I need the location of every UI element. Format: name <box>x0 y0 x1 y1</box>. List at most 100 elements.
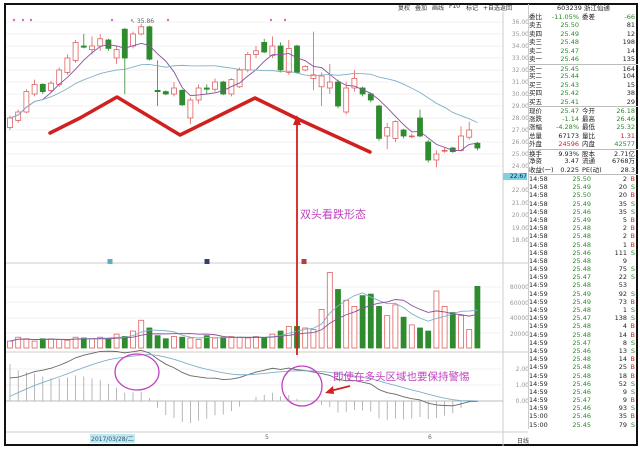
tick-volume: 93 <box>618 404 627 413</box>
tick-volume: 2 <box>622 232 627 241</box>
quote-row: 买五 25.41 29 <box>529 98 638 107</box>
tick-row: 14:58 25.46 111 S <box>529 249 638 257</box>
signal-marker <box>107 259 113 264</box>
macd-dif-line <box>9 349 478 407</box>
volume-ma5-line <box>9 292 478 342</box>
candle-body <box>244 54 251 71</box>
signal-marker <box>301 259 307 264</box>
quote-row: 净资 3.47 流通 6768万 <box>529 157 638 166</box>
tick-row: 14:58 25.50 20 B <box>529 191 638 199</box>
quote-value: 25.47 <box>560 107 579 115</box>
tick-volume: 22 <box>618 273 627 282</box>
quote-value: 42577 <box>614 140 635 148</box>
tick-volume: 111 <box>614 248 627 257</box>
date-label: 2017/03/28/二 <box>90 434 135 443</box>
tick-side: B <box>630 322 635 331</box>
candle-body <box>253 50 259 55</box>
tick-price: 25.46 <box>572 387 591 396</box>
quote-value: 0.225 <box>560 165 579 174</box>
price-tick-label: 35.00 <box>511 31 529 38</box>
tick-price: 25.46 <box>572 379 591 388</box>
tick-price: 25.49 <box>572 199 591 208</box>
quote-value: 67173 <box>558 131 579 140</box>
volume-bar <box>97 336 104 349</box>
ma5-line <box>9 42 478 151</box>
toolbar-button-2[interactable]: 画线 <box>432 5 445 12</box>
tick-time: 14:59 <box>529 338 548 347</box>
candle-body <box>408 135 415 138</box>
tick-volume: 8 <box>622 338 627 347</box>
volume-bar <box>277 330 284 349</box>
tick-time: 14:58 <box>529 183 548 192</box>
quote-label: 卖五 <box>529 21 542 29</box>
price-tick-label: 18.00 <box>511 237 529 244</box>
price-tick-label: 26.00 <box>511 139 529 146</box>
volume-bar <box>359 295 366 349</box>
tick-time: 14:58 <box>529 256 548 265</box>
candle-body <box>236 69 243 88</box>
quote-value: -11.05% <box>551 12 579 21</box>
tick-price: 25.48 <box>572 322 591 331</box>
double-top-line <box>48 95 372 154</box>
volume-bar <box>302 327 309 349</box>
tick-volume: 5 <box>622 215 627 224</box>
tick-price: 25.48 <box>572 256 591 265</box>
macd-tick-label: 2.00 <box>515 366 529 373</box>
tick-price: 25.50 <box>572 175 591 183</box>
candle-body <box>179 90 186 106</box>
tick-list[interactable]: 14:58 25.50 2 B 14:58 25.49 20 S 14:58 25.50 20 B 14… <box>529 174 638 429</box>
tick-row: 14:58 25.49 20 S <box>529 183 638 191</box>
toolbar-button-4[interactable]: 标记 <box>466 5 479 12</box>
volume-bar <box>64 339 71 349</box>
price-tick-label: 34.00 <box>511 43 529 50</box>
quote-value: 25.48 <box>560 38 579 46</box>
quote-value: 2.71亿 <box>614 149 635 158</box>
quote-value: 135 <box>622 55 635 63</box>
quote-label: 净资 <box>529 157 542 165</box>
tick-time: 14:59 <box>529 371 548 380</box>
price-tick-label: 19.00 <box>511 224 529 232</box>
tick-side: B <box>630 330 635 339</box>
volume-bar <box>244 337 251 349</box>
toolbar-button-1[interactable]: 叠加 <box>415 5 428 12</box>
arrow-up-icon <box>293 115 301 125</box>
volume-bar <box>23 338 30 349</box>
tick-volume: 1 <box>622 240 627 249</box>
quote-label: 今开 <box>582 107 595 115</box>
tick-side: S <box>630 314 635 323</box>
quote-spacer <box>579 89 601 98</box>
quote-value: 24596 <box>558 140 579 148</box>
quote-value: 25.43 <box>560 80 579 89</box>
quote-label: 委比 <box>529 12 542 21</box>
toolbar-button-3[interactable]: F10 <box>449 3 461 10</box>
candle-body <box>31 84 38 95</box>
quote-label: 股本 <box>582 149 595 158</box>
tick-price: 25.46 <box>572 207 591 216</box>
tick-side: S <box>630 183 635 192</box>
tick-row: 14:59 25.46 13 S <box>529 347 638 355</box>
tick-price: 25.46 <box>572 248 591 257</box>
candle-body <box>326 81 333 89</box>
volume-bar <box>466 329 473 349</box>
warning-label: 即使在多头区域也要保持警惕 <box>333 371 470 383</box>
tick-row: 14:59 25.48 75 S <box>529 265 638 273</box>
toolbar-button-5[interactable]: +自选 <box>483 5 501 12</box>
volume-bar <box>212 337 218 349</box>
volume-bar <box>228 336 235 349</box>
tick-time: 14:59 <box>529 273 548 282</box>
price-tick-label: 36.00 <box>511 19 529 26</box>
toolbar-button-6[interactable]: 返回 <box>500 5 513 12</box>
toolbar-button-0[interactable]: 复权 <box>398 5 411 12</box>
quote-label: 卖四 <box>529 29 542 38</box>
tick-price: 25.50 <box>572 191 591 200</box>
quote-label: 买四 <box>529 89 542 97</box>
period-label[interactable]: 日线 <box>516 438 529 445</box>
quote-label: 最低 <box>582 123 595 131</box>
price-tick-label: 20.00 <box>511 212 529 219</box>
tick-volume: 2 <box>622 175 627 183</box>
quote-panel: 603239 浙江仙通 委比 -11.05% 委差 -66 卖五 25.50 81 卖四 25.… <box>528 4 638 429</box>
tick-row: 14:58 25.50 2 B <box>529 175 638 183</box>
candle-body <box>310 74 317 79</box>
tick-volume: 92 <box>618 289 627 298</box>
